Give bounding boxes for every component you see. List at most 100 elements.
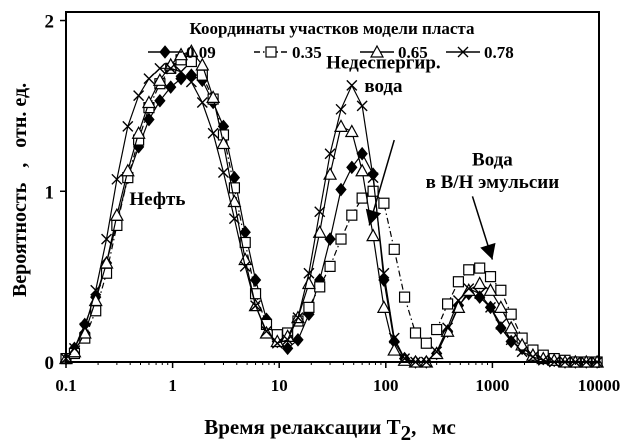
data-point-0.78-19 — [261, 325, 272, 337]
series-0.78 — [60, 62, 603, 368]
data-point-0.65-28 — [355, 163, 370, 177]
x-tick-label-3: 100 — [373, 376, 399, 395]
data-point-0.35-41 — [495, 284, 507, 296]
data-point-0.09-39 — [474, 290, 486, 304]
data-point-0.65-2 — [77, 325, 92, 339]
legend-marker-0.09 — [159, 45, 171, 59]
data-point-0.78-4 — [101, 233, 113, 245]
data-point-0.78-5 — [111, 173, 123, 185]
data-point-0.78-45 — [537, 354, 549, 366]
data-point-0.65-8 — [141, 95, 156, 109]
legend-marker-0.35 — [265, 46, 277, 58]
data-point-0.09-17 — [239, 225, 251, 240]
legend-label-0.35: 0.35 — [292, 43, 322, 62]
data-point-0.78-9 — [154, 62, 166, 74]
data-point-0.35-23 — [303, 301, 315, 313]
legend-label-0.09: 0.09 — [186, 43, 216, 62]
data-point-0.78-31 — [388, 332, 400, 344]
data-point-0.65-30 — [376, 300, 391, 313]
data-point-0.35-31 — [388, 243, 400, 255]
x-tick-label-4: 1000 — [475, 376, 509, 395]
x-tick-label-0: 0.1 — [55, 376, 76, 395]
data-point-0.35-27 — [346, 209, 358, 221]
legend-marker-0.78 — [457, 46, 469, 58]
data-point-0.65-5 — [109, 207, 124, 221]
data-point-0.78-30 — [378, 267, 390, 279]
legend-marker-0.65 — [369, 44, 385, 58]
data-point-0.65-12 — [184, 44, 199, 57]
data-point-0.78-26 — [335, 103, 347, 115]
annotation-0: Нефть — [129, 189, 185, 210]
data-point-0.78-22 — [292, 312, 304, 324]
series-0.09 — [60, 68, 603, 369]
data-point-0.78-21 — [282, 334, 294, 346]
data-point-0.78-35 — [431, 346, 443, 358]
data-point-0.78-27 — [346, 79, 358, 91]
data-point-0.35-38 — [463, 264, 475, 276]
data-point-0.65-4 — [99, 255, 114, 269]
data-point-0.65-7 — [131, 125, 146, 139]
series-0.65 — [58, 44, 605, 368]
data-point-0.65-11 — [174, 47, 189, 61]
data-point-0.78-28 — [356, 100, 368, 112]
data-point-0.09-8 — [143, 112, 155, 127]
data-point-0.78-3 — [90, 284, 102, 296]
annotation-3: Вода — [472, 150, 513, 171]
arrow-head-0 — [365, 208, 382, 226]
x-axis-label: Время релаксации T2, мс — [204, 415, 456, 445]
x-tick-label-1: 1 — [168, 376, 177, 395]
data-point-0.65-39 — [472, 276, 487, 290]
data-point-0.35-34 — [420, 337, 432, 349]
y-tick-label-1: 1 — [45, 182, 55, 203]
data-point-0.35-35 — [431, 323, 443, 336]
data-point-0.78-7 — [133, 90, 145, 102]
data-point-0.09-25 — [324, 232, 336, 246]
data-point-0.78-8 — [143, 73, 155, 85]
data-point-0.78-43 — [516, 346, 528, 358]
data-point-0.78-41 — [495, 318, 507, 330]
data-point-0.65-42 — [504, 320, 519, 334]
data-point-0.78-13 — [196, 96, 208, 108]
legend-label-0.78: 0.78 — [484, 43, 514, 62]
x-axis-label-unit: , мс — [411, 415, 456, 439]
data-point-0.78-39 — [474, 288, 486, 300]
data-point-0.09-28 — [356, 146, 368, 161]
data-point-0.78-2 — [79, 322, 91, 334]
data-point-0.09-11 — [175, 71, 187, 86]
data-point-0.65-15 — [216, 136, 231, 150]
data-point-0.09-26 — [335, 182, 347, 197]
data-point-0.35-24 — [314, 281, 326, 293]
data-point-0.78-1 — [68, 342, 80, 354]
data-point-0.78-14 — [207, 127, 219, 139]
data-point-0.65-27 — [344, 124, 359, 138]
y-tick-label-2: 2 — [45, 12, 55, 33]
axes-layer: 0.1 1 10 100 1000 10000 0 1 2 — [45, 12, 621, 395]
data-point-0.78-11 — [175, 66, 187, 78]
data-point-0.65-9 — [152, 73, 167, 86]
annotation-4: в В/Н эмульсии — [426, 172, 560, 193]
data-point-0.65-41 — [493, 300, 508, 313]
y-tick-label-0: 0 — [45, 353, 55, 374]
data-point-0.09-42 — [505, 334, 517, 349]
data-point-0.65-43 — [515, 337, 530, 351]
data-point-0.78-15 — [217, 166, 229, 178]
annotation-2: вода — [364, 76, 403, 97]
data-point-0.35-42 — [505, 308, 517, 320]
data-point-0.35-36 — [442, 298, 454, 310]
legend-title: Координаты участков модели пласта — [190, 19, 475, 38]
y-axis-label: Вероятность , отн. ед. — [9, 83, 31, 297]
data-point-0.65-40 — [483, 283, 498, 296]
x-axis-label-subscript: 2 — [401, 421, 412, 445]
data-point-0.35-37 — [452, 276, 465, 288]
data-point-0.78-17 — [239, 260, 251, 272]
data-point-0.65-6 — [120, 163, 135, 177]
data-point-0.09-30 — [378, 273, 390, 287]
data-point-0.65-29 — [366, 228, 381, 242]
data-point-0.09-22 — [292, 333, 304, 347]
data-point-0.78-12 — [185, 76, 197, 88]
data-point-0.09-9 — [154, 93, 166, 108]
data-point-0.09-18 — [249, 273, 262, 287]
data-point-0.78-44 — [527, 351, 539, 363]
plot-frame — [65, 11, 600, 363]
